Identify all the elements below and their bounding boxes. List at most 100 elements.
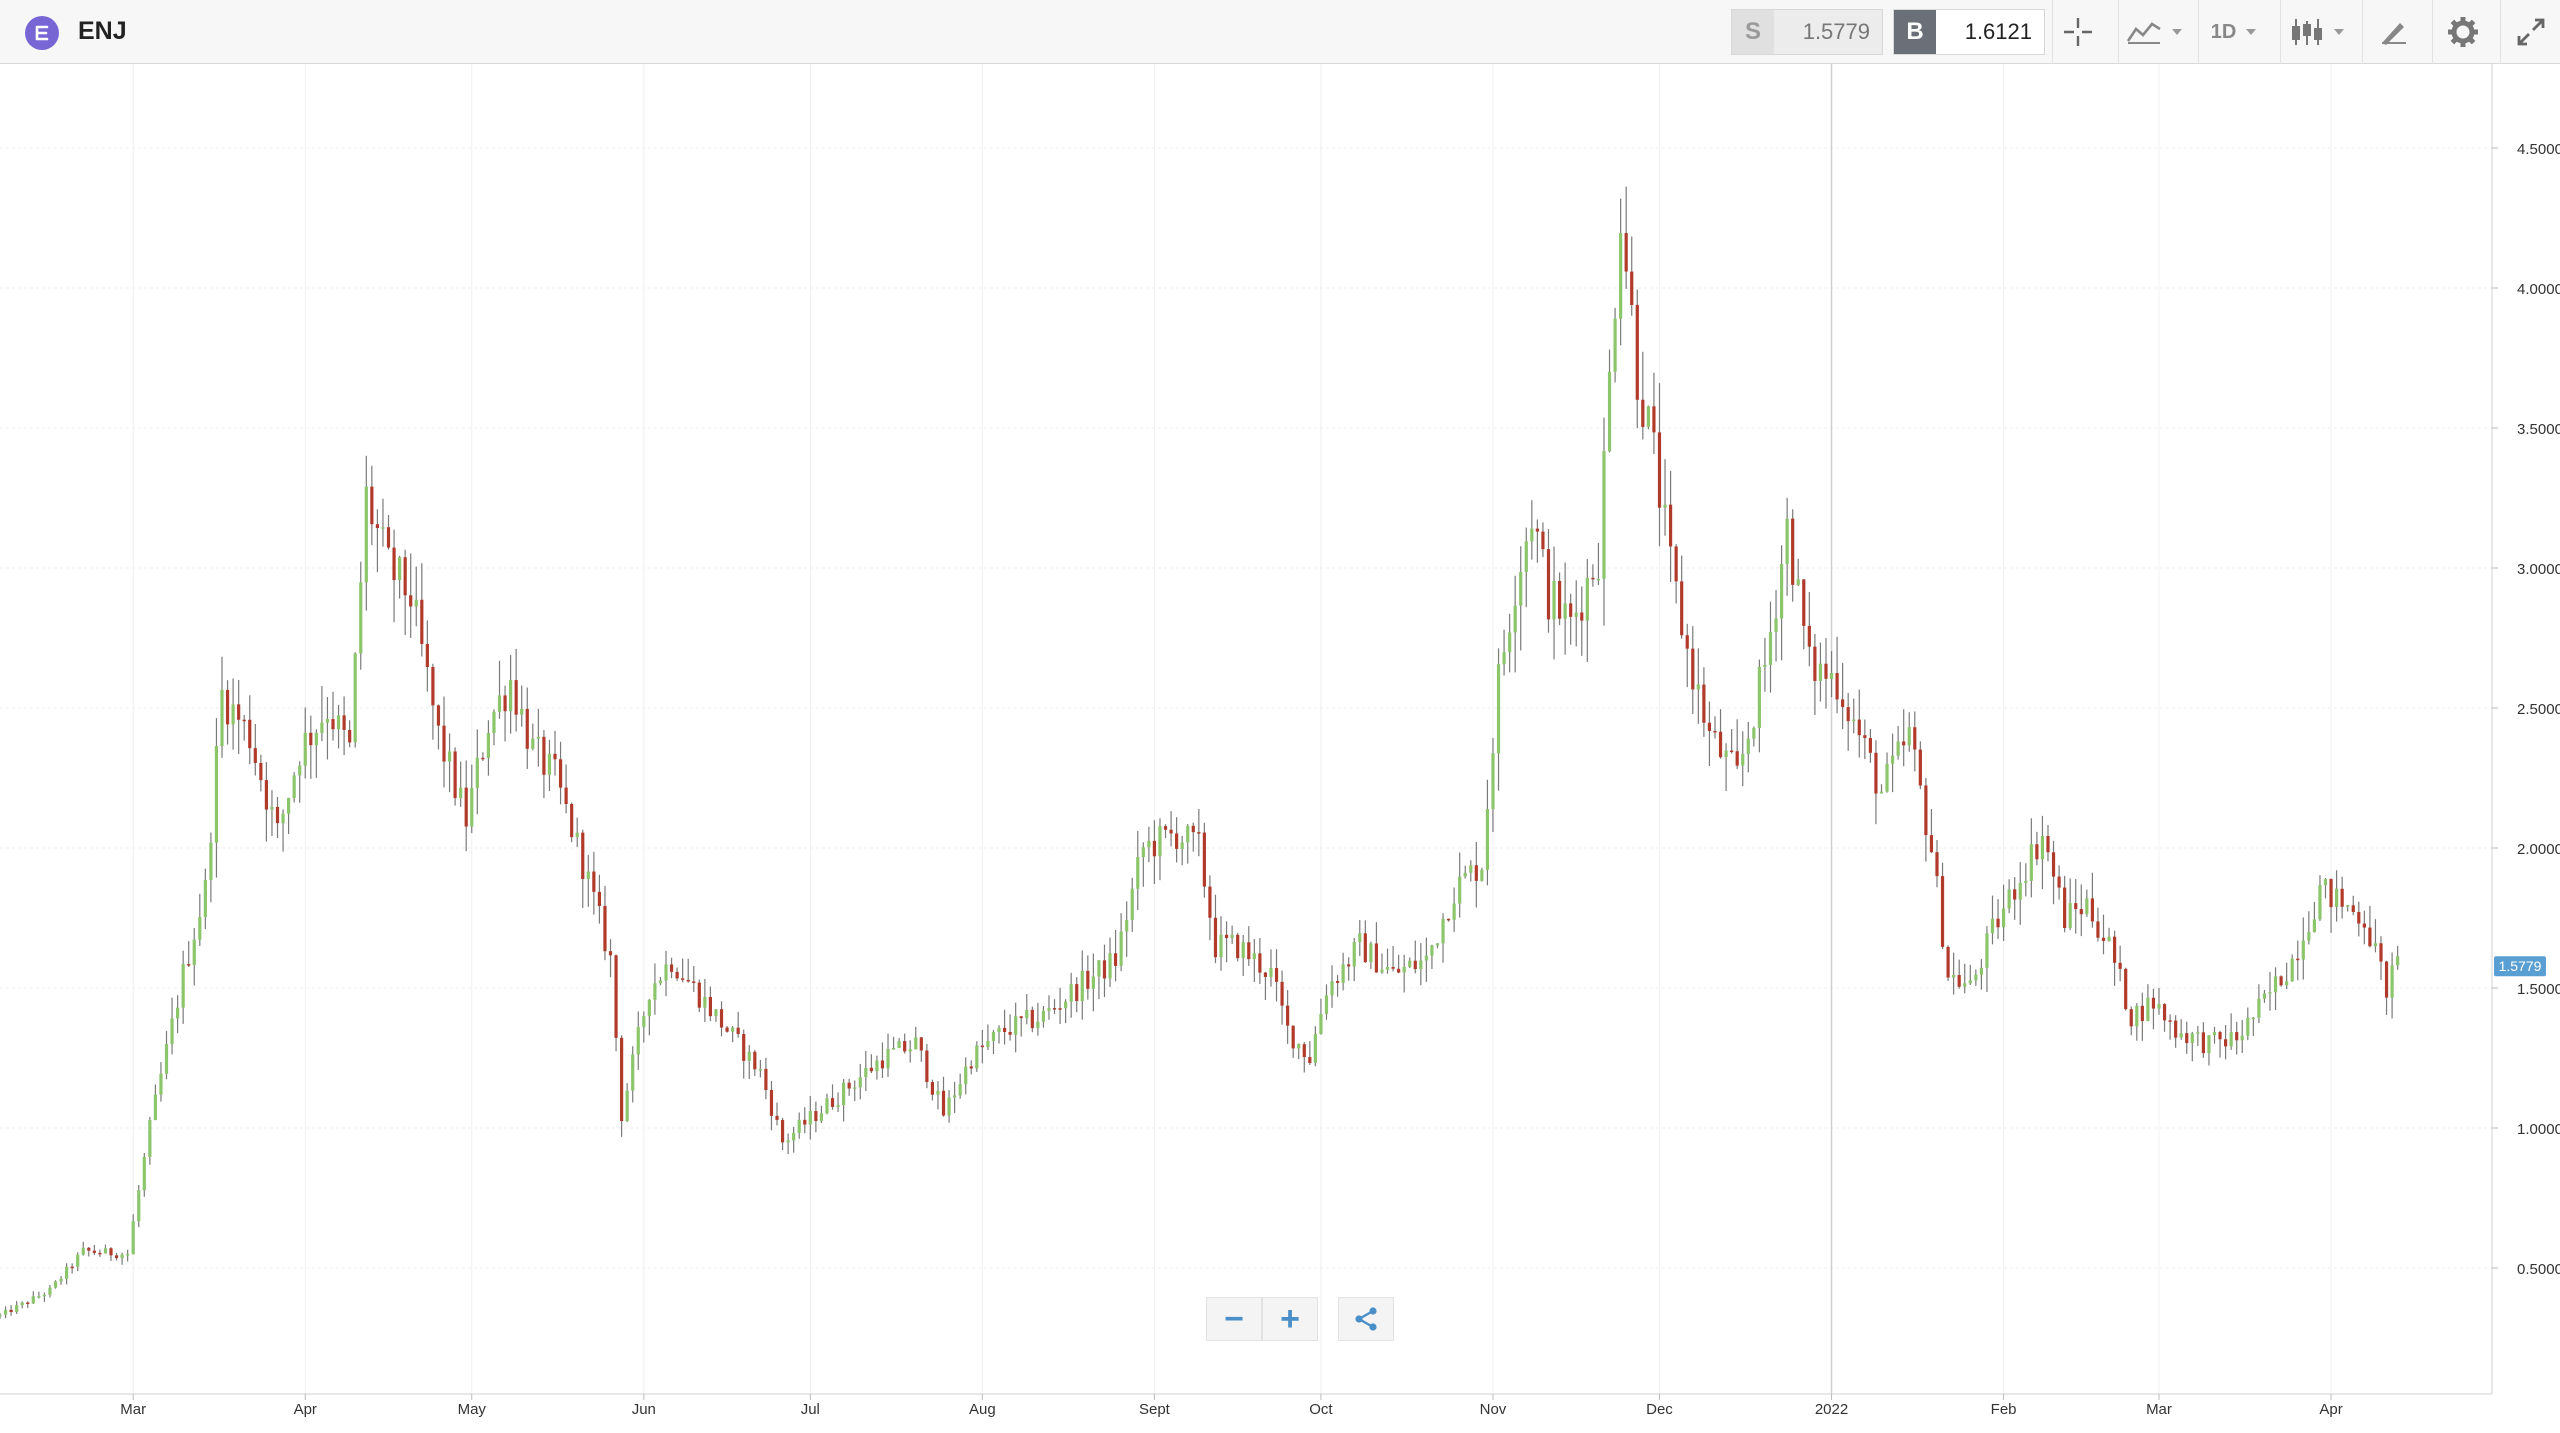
- candle-down: [1874, 752, 1878, 794]
- candle-up: [547, 753, 552, 775]
- candle-down: [1569, 603, 1573, 617]
- candle-down: [1058, 1008, 1062, 1010]
- candle-down: [697, 982, 701, 1008]
- fullscreen-button[interactable]: [2500, 0, 2560, 64]
- candle-up: [947, 1097, 951, 1116]
- candle-up: [336, 715, 341, 730]
- candle-up: [486, 733, 491, 758]
- candle-down: [1946, 946, 1950, 978]
- zoom-in-button[interactable]: +: [1262, 1297, 1318, 1341]
- candle-down: [70, 1266, 74, 1269]
- candle-up: [281, 813, 285, 824]
- settings-button[interactable]: [2432, 0, 2492, 64]
- candle-down: [2223, 1039, 2228, 1047]
- candle-up: [470, 787, 474, 827]
- candle-down: [1641, 399, 1645, 427]
- candle-down: [259, 762, 263, 781]
- candle-up: [303, 732, 307, 766]
- candle-down: [2351, 905, 2355, 912]
- candle-down: [2079, 909, 2083, 915]
- candle-down: [2057, 876, 2061, 888]
- current-price-label: 1.5779: [2499, 958, 2542, 974]
- candle-up: [997, 1027, 1001, 1033]
- candle-down: [803, 1119, 807, 1125]
- period-button[interactable]: 1D: [2198, 0, 2268, 64]
- candle-up: [631, 1054, 635, 1091]
- candle-up: [398, 557, 402, 581]
- candle-down: [1030, 1009, 1034, 1029]
- candle-up: [836, 1105, 840, 1107]
- candle-up: [1014, 1016, 1018, 1035]
- candle-down: [2112, 936, 2117, 963]
- candle-up: [2246, 1017, 2250, 1036]
- zoom-out-button[interactable]: −: [1206, 1297, 1262, 1341]
- candle-up: [664, 964, 668, 981]
- candle-up: [1064, 1001, 1068, 1009]
- candle-up: [531, 738, 535, 749]
- candle-down: [614, 955, 618, 1038]
- sell-price-button[interactable]: S 1.5779: [1731, 9, 1883, 55]
- chart-type-button[interactable]: [2280, 0, 2352, 64]
- candle-up: [153, 1094, 158, 1120]
- chart-svg[interactable]: 4.5000 4.0000 3.5000 3.0000 2.5000 2.0000 1.50…: [0, 64, 2560, 1428]
- candle-down: [2162, 1004, 2167, 1021]
- candle-down: [425, 643, 429, 668]
- crosshair-button[interactable]: [2052, 0, 2102, 64]
- candle-down: [409, 595, 413, 607]
- candle-down: [1474, 865, 1478, 881]
- candle-up: [1419, 960, 1423, 970]
- candle-down: [1175, 833, 1179, 849]
- candle-down: [1924, 785, 1928, 836]
- candle-down: [370, 486, 374, 525]
- candle-down: [880, 1060, 885, 1069]
- chart-style-button[interactable]: [2118, 0, 2188, 64]
- candle-up: [1968, 980, 1972, 984]
- candle-up: [964, 1066, 968, 1085]
- candle-down: [225, 689, 230, 725]
- candle-up: [414, 599, 418, 607]
- candle-down: [386, 527, 391, 548]
- candle-down: [1202, 832, 1206, 887]
- candle-up: [59, 1278, 63, 1282]
- candle-down: [1652, 406, 1656, 433]
- symbol-name[interactable]: ENJ: [78, 17, 127, 45]
- price-chart[interactable]: 4.5000 4.0000 3.5000 3.0000 2.5000 2.0000 1.50…: [0, 64, 2560, 1428]
- candle-down: [237, 704, 241, 720]
- candle-down: [2362, 923, 2366, 928]
- draw-button[interactable]: [2362, 0, 2422, 64]
- candle-down: [564, 787, 568, 805]
- candle-up: [1907, 727, 1911, 746]
- candle-up: [1524, 541, 1528, 572]
- candle-up: [1269, 968, 1273, 977]
- candle-down: [1913, 727, 1917, 750]
- candle-up: [2018, 882, 2022, 900]
- candle-up: [2318, 885, 2322, 920]
- buy-price-button[interactable]: B 1.6121: [1893, 9, 2045, 55]
- candle-up: [1513, 605, 1517, 633]
- candle-down: [603, 905, 607, 952]
- candle-down: [464, 787, 468, 827]
- candle-up: [1158, 826, 1162, 857]
- candle-down: [725, 1027, 729, 1032]
- candle-down: [1802, 579, 1806, 626]
- candle-up: [658, 980, 663, 984]
- candle-up: [819, 1113, 824, 1121]
- chevron-down-icon: [2246, 29, 2257, 35]
- candle-up: [1530, 528, 1534, 542]
- share-button[interactable]: [1338, 1297, 1394, 1341]
- candle-up: [758, 1068, 762, 1071]
- candle-down: [1263, 972, 1268, 977]
- candle-down: [1535, 528, 1539, 532]
- candle-up: [2257, 998, 2261, 1018]
- candle-up: [287, 798, 291, 814]
- candle-down: [2051, 852, 2056, 877]
- candle-down: [1286, 1005, 1290, 1026]
- candle-up: [1663, 504, 1667, 508]
- candle-down: [2074, 903, 2078, 910]
- candle-down: [2035, 844, 2039, 860]
- candle-down: [331, 719, 335, 730]
- candle-down: [608, 951, 613, 956]
- candle-up: [886, 1049, 890, 1069]
- candle-down: [1557, 580, 1562, 619]
- candle-down: [98, 1252, 102, 1255]
